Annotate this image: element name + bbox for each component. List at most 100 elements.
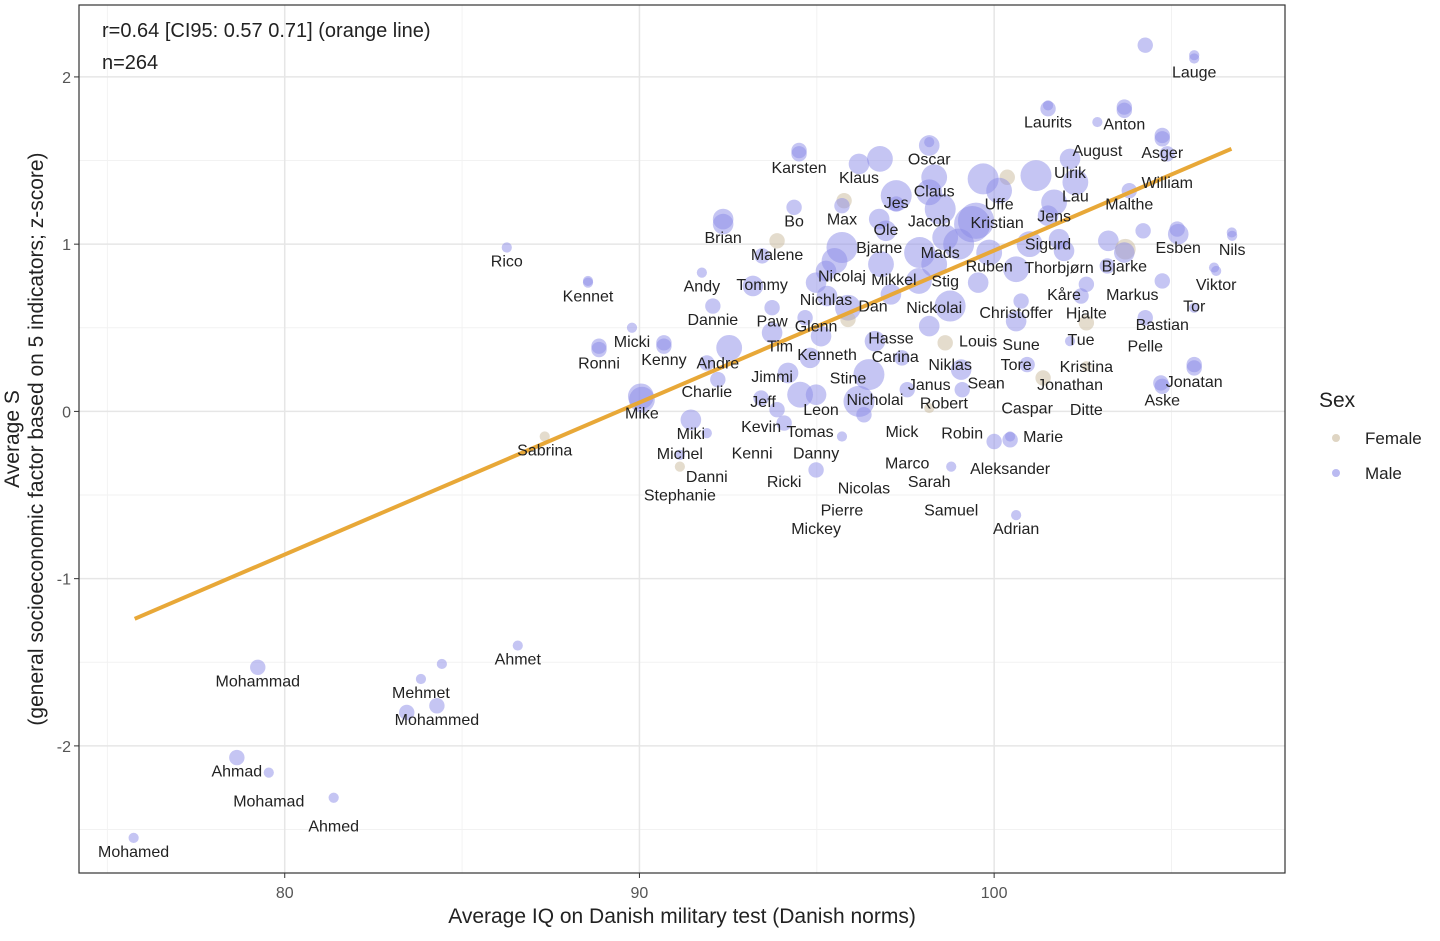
data-point [429,698,445,714]
data-point [769,233,785,249]
data-point [591,341,607,358]
point-label: Tor [1183,299,1206,316]
point-label: Mike [625,406,659,423]
data-point [856,407,872,423]
point-label: Marco [885,456,930,473]
data-point [626,322,638,333]
data-point [799,347,821,369]
data-point [680,409,702,431]
data-point [777,362,799,384]
point-label: Kenny [641,352,686,369]
data-point [1154,131,1170,147]
data-point [712,213,734,235]
data-point [921,251,948,278]
data-point [742,275,764,297]
data-point [864,330,886,352]
point-label: Mick [885,424,919,441]
data-point [950,359,972,380]
data-point [836,431,848,442]
data-point [805,384,827,405]
point-label: Klaus [839,170,879,187]
point-label: Sabrina [517,442,572,459]
legend-label-male: Male [1365,464,1402,483]
point-label: Michel [657,446,703,463]
data-point [1135,223,1151,239]
point-label: Jimmi [751,369,793,386]
point-label: Aske [1144,392,1180,409]
point-label: Kristina [1060,359,1113,376]
legend: Sex Female Male [1319,389,1422,483]
point-label: Christoffer [979,305,1053,322]
point-label: Esben [1156,240,1201,257]
data-point [1013,293,1029,309]
point-label: Markus [1106,287,1158,304]
point-label: Marie [1023,429,1063,446]
data-point [867,145,893,172]
point-label: Andy [684,279,720,296]
data-point [776,415,792,431]
legend-title: Sex [1319,389,1356,412]
plot-panel [79,5,1285,873]
data-point [769,402,785,418]
point-label: Tim [767,339,793,356]
point-label: Mohammed [395,712,479,729]
y-tick-label: -2 [57,739,71,756]
data-point [1011,509,1022,521]
point-label: Janus [908,377,951,394]
data-point [894,350,910,366]
point-label: Laurits [1024,115,1072,132]
point-label: Stephanie [644,488,716,505]
y-tick-label: 2 [62,70,71,87]
data-point [924,402,935,414]
point-label: Ahmet [495,652,542,669]
data-point [128,832,139,843]
point-label: Stine [830,370,867,387]
point-label: Nickolai [906,300,962,317]
point-label: Jonathan [1037,377,1103,394]
point-label: Asger [1141,145,1183,162]
point-label: Charlie [681,384,732,401]
x-tick-label: 80 [276,885,294,902]
point-label: Ronni [578,356,620,373]
data-point [934,290,966,322]
annotation-r: r=0.64 [CI95: 0.57 0.71] (orange line) [102,20,431,42]
legend-label-female: Female [1365,429,1422,448]
point-label: Sigurd [1025,237,1071,254]
point-label: Bjarke [1102,259,1147,276]
data-point [250,659,266,675]
point-label: Ruben [966,259,1013,276]
point-label: Ahmad [211,764,262,781]
point-label: Mohamad [233,794,304,811]
data-point [1020,160,1052,192]
data-point [868,251,894,278]
point-label: Kenneth [797,347,857,364]
data-point [786,199,802,216]
data-point [797,310,813,326]
data-point [1081,361,1092,372]
point-label: Kåre [1047,286,1081,304]
point-label: Nichlas [800,292,852,309]
point-label: Jonatan [1166,374,1223,391]
point-label: August [1072,143,1122,160]
point-label: Dannie [688,312,739,329]
data-point [787,381,814,408]
point-label: Sune [1002,337,1039,354]
point-label: Nils [1219,242,1246,259]
axes: 80 90 100 -2 -1 0 1 2 [57,70,1008,902]
point-label: Nicolaj [818,269,866,286]
data-point [954,205,991,243]
point-label: Jacob [908,213,951,230]
point-label: Glenn [795,319,838,336]
point-label: Thorbjørn [1024,260,1093,277]
data-point [986,177,1013,204]
point-label: Mohamed [98,844,169,861]
data-point [701,428,712,439]
data-point [1059,148,1081,170]
data-point [263,767,274,778]
data-point [1003,256,1030,283]
data-point [1154,273,1170,289]
regression-layer [133,146,1233,621]
point-label: Ole [874,222,899,239]
point-label: Niklas [928,357,972,374]
data-point [932,224,959,251]
